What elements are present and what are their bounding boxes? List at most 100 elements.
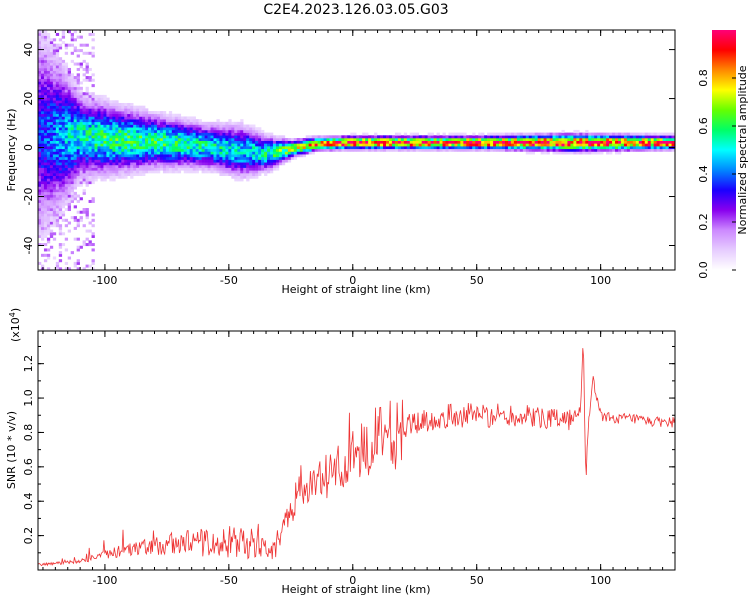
heatmap-cell	[231, 121, 235, 125]
heatmap-cell	[207, 159, 211, 163]
heatmap-cell	[573, 151, 577, 155]
heatmap-cell	[219, 167, 223, 171]
heatmap-cell	[564, 146, 568, 150]
heatmap-cell	[180, 164, 185, 168]
heatmap-cell	[133, 151, 137, 155]
heatmap-cell	[275, 159, 280, 163]
heatmap-cell	[243, 127, 247, 131]
heatmap-cell	[151, 121, 155, 125]
heatmap-cell	[49, 108, 54, 112]
heatmap-cell	[561, 129, 565, 133]
heatmap-cell	[38, 170, 42, 174]
heatmap-cell	[284, 148, 289, 152]
heatmap-cell	[64, 248, 69, 252]
heatmap-cell	[531, 135, 536, 139]
heatmap-cell	[445, 143, 449, 147]
heatmap-cell	[70, 111, 74, 115]
heatmap-cell	[49, 167, 54, 171]
heatmap-cell	[38, 111, 42, 115]
heatmap-cell	[171, 119, 176, 123]
heatmap-cell	[662, 138, 666, 141]
heatmap-cell	[317, 135, 321, 139]
heatmap-cell	[490, 132, 494, 136]
heatmap-cell	[189, 143, 193, 147]
heatmap-cell	[38, 213, 42, 217]
heatmap-cell	[255, 162, 259, 166]
heatmap-cell	[67, 84, 72, 88]
heatmap-cell	[272, 138, 277, 141]
heatmap-cell	[55, 81, 60, 85]
heatmap-cell	[136, 140, 140, 144]
heatmap-cell	[49, 57, 54, 61]
heatmap-cell	[38, 62, 42, 66]
heatmap-cell	[585, 132, 589, 136]
heatmap-cell	[61, 143, 66, 147]
heatmap-cell	[222, 170, 226, 174]
heatmap-cell	[79, 146, 83, 150]
heatmap-cell	[183, 151, 188, 155]
heatmap-cell	[287, 159, 292, 163]
heatmap-cell	[350, 143, 354, 147]
heatmap-cell	[46, 197, 51, 201]
heatmap-cell	[156, 111, 161, 115]
heatmap-cell	[671, 148, 675, 152]
heatmap-cell	[588, 143, 592, 147]
heatmap-cell	[579, 138, 583, 141]
heatmap-cell	[130, 167, 134, 171]
heatmap-cell	[70, 167, 74, 171]
heatmap-cell	[165, 132, 170, 136]
heatmap-cell	[94, 121, 98, 125]
heatmap-cell	[55, 159, 60, 163]
heatmap-cell	[415, 135, 420, 139]
heatmap-cell	[52, 116, 57, 120]
heatmap-cell	[106, 170, 110, 174]
heatmap-cell	[52, 124, 57, 128]
heatmap-cell	[133, 119, 137, 123]
heatmap-cell	[103, 148, 107, 152]
heatmap-cell	[412, 135, 417, 139]
heatmap-cell	[388, 143, 393, 147]
heatmap-cell	[582, 151, 586, 155]
heatmap-cell	[40, 175, 45, 179]
heatmap-cell	[40, 197, 45, 201]
heatmap-cell	[97, 170, 101, 174]
heatmap-cell	[91, 116, 95, 120]
heatmap-cell	[49, 143, 54, 147]
heatmap-cell	[76, 119, 80, 123]
heatmap-cell	[609, 146, 613, 150]
heatmap-cell	[43, 138, 48, 141]
heatmap-cell	[278, 135, 283, 139]
heatmap-cell	[40, 164, 45, 168]
heatmap-cell	[64, 183, 69, 187]
heatmap-cell	[270, 159, 274, 163]
heatmap-cell	[109, 138, 113, 141]
heatmap-cell	[528, 146, 533, 150]
heatmap-cell	[582, 132, 586, 136]
heatmap-cell	[46, 221, 51, 225]
heatmap-cell	[225, 121, 229, 125]
heatmap-cell	[165, 113, 170, 117]
heatmap-cell	[546, 146, 550, 150]
heatmap-cell	[46, 237, 51, 241]
heatmap-cell	[73, 46, 77, 50]
heatmap-cell	[70, 135, 74, 139]
heatmap-cell	[290, 148, 295, 152]
heatmap-cell	[671, 140, 675, 144]
heatmap-cell	[97, 151, 101, 155]
heatmap-cell	[94, 119, 98, 123]
heatmap-cell	[58, 97, 63, 101]
heatmap-cell	[278, 151, 283, 155]
heatmap-cell	[219, 154, 223, 158]
heatmap-cell	[177, 170, 182, 174]
heatmap-cell	[469, 148, 473, 152]
heatmap-cell	[201, 146, 205, 150]
heatmap-cell	[82, 146, 86, 150]
heatmap-cell	[43, 154, 48, 158]
heatmap-cell	[55, 111, 60, 115]
heatmap-cell	[82, 124, 86, 128]
heatmap-cell	[195, 164, 199, 168]
heatmap-cell	[174, 121, 179, 125]
heatmap-cell	[225, 170, 229, 174]
heatmap-cell	[61, 170, 66, 174]
heatmap-cell	[156, 113, 161, 117]
